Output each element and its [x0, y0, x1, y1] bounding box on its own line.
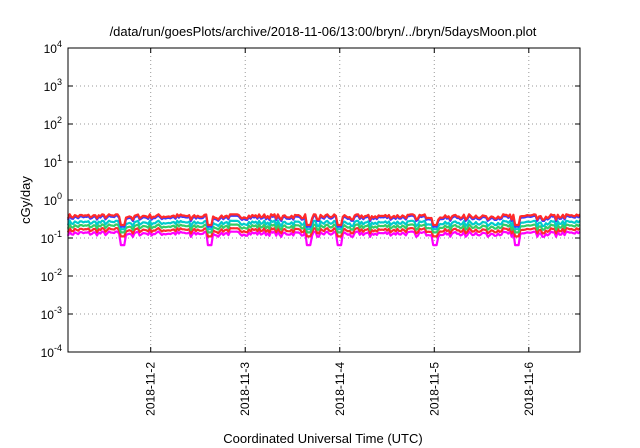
y-tick-label: 10-2 [41, 267, 62, 284]
y-tick-base: 10 [44, 118, 58, 132]
y-tick-label: 103 [44, 77, 62, 94]
y-tick-base: 10 [44, 80, 58, 94]
y-tick-exponent: -1 [54, 229, 62, 239]
series-line [66, 219, 581, 231]
series-group [66, 213, 581, 247]
series-line [66, 213, 581, 227]
series-line [66, 227, 581, 238]
x-tick-label: 2018-11-5 [427, 362, 441, 416]
y-tick-label: 10-1 [41, 229, 62, 246]
y-tick-exponent: 1 [57, 153, 62, 163]
x-axis: 2018-11-2 2018-11-3 2018-11-4 2018-11-5 2018… [144, 48, 536, 416]
y-tick-label: 101 [44, 153, 62, 170]
y-tick-exponent: -2 [54, 267, 62, 277]
grid [68, 48, 580, 352]
y-tick-base: 10 [44, 42, 58, 56]
y-axis-label: cGy/day [18, 176, 33, 224]
series-line [66, 223, 581, 234]
x-tick-label: 2018-11-4 [333, 362, 347, 416]
y-tick-exponent: 0 [57, 191, 62, 201]
chart-title: /data/run/goesPlots/archive/2018-11-06/1… [110, 24, 537, 39]
y-tick-exponent: -3 [54, 305, 62, 315]
y-tick-base: 10 [44, 194, 58, 208]
y-tick-label: 10-4 [41, 343, 62, 360]
x-axis-label: Coordinated Universal Time (UTC) [223, 431, 422, 446]
y-tick-exponent: 4 [57, 39, 62, 49]
y-tick-exponent: 3 [57, 77, 62, 87]
x-tick-label: 2018-11-3 [238, 362, 252, 416]
y-tick-base: 10 [41, 232, 55, 246]
y-tick-label: 10-3 [41, 305, 62, 322]
y-tick-base: 10 [41, 308, 55, 322]
y-tick-base: 10 [44, 156, 58, 170]
y-tick-label: 104 [44, 39, 62, 56]
y-tick-base: 10 [41, 346, 55, 360]
x-tick-label: 2018-11-6 [522, 362, 536, 416]
y-tick-exponent: 2 [57, 115, 62, 125]
x-tick-label: 2018-11-2 [144, 362, 158, 416]
y-tick-base: 10 [41, 270, 55, 284]
series-line [66, 230, 581, 247]
y-tick-label: 102 [44, 115, 62, 132]
y-tick-label: 100 [44, 191, 62, 208]
y-tick-exponent: -4 [54, 343, 62, 353]
